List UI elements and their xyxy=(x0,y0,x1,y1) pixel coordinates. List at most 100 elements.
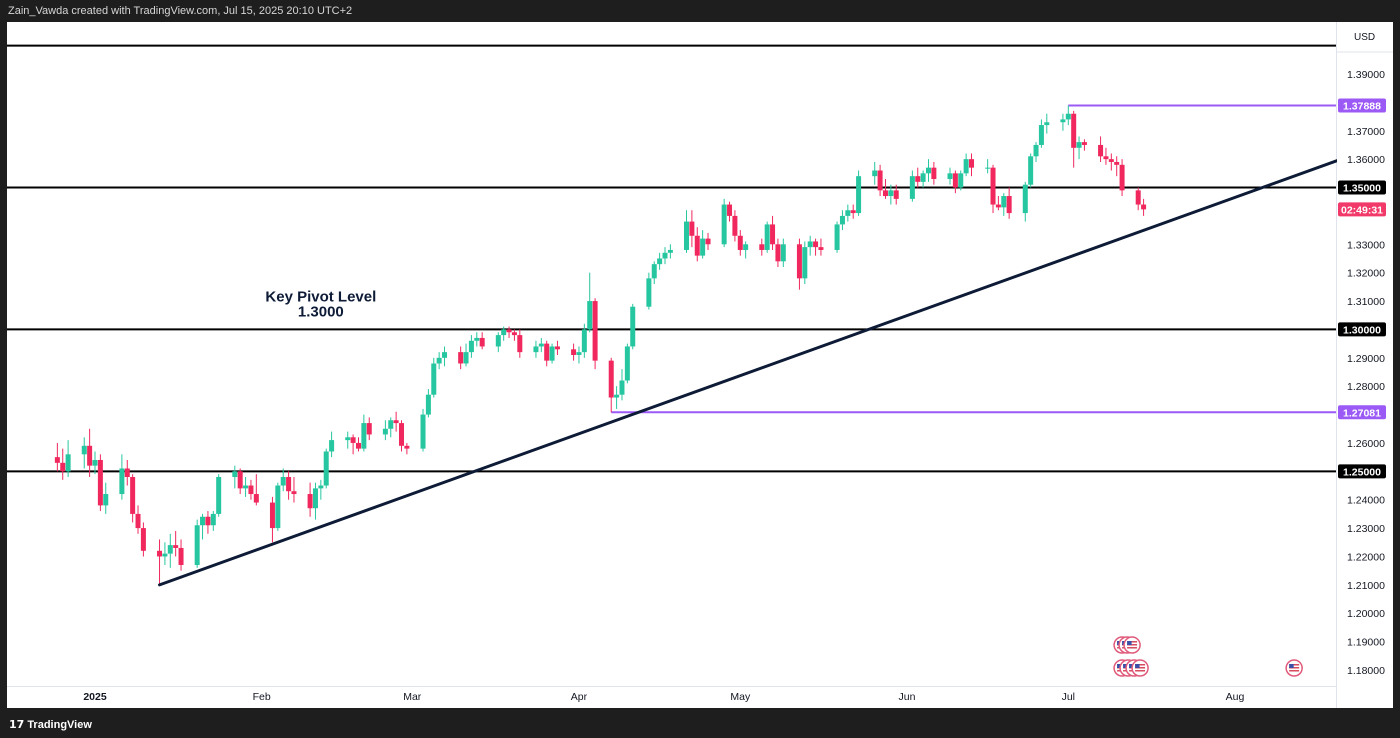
candle-body xyxy=(511,332,517,336)
candle-body xyxy=(624,346,630,381)
candle xyxy=(619,369,625,401)
candle xyxy=(269,496,275,543)
candle xyxy=(243,477,249,497)
candle xyxy=(130,474,136,523)
candle xyxy=(1141,198,1147,216)
candle xyxy=(657,252,663,270)
y-tick-label: 1.22000 xyxy=(1347,551,1385,563)
candle xyxy=(361,414,367,452)
level-price-badge: 1.35000 xyxy=(1343,183,1381,195)
flag-canton xyxy=(1117,664,1122,669)
candle-body xyxy=(592,301,598,361)
candle xyxy=(157,539,163,585)
candle xyxy=(727,201,733,222)
level-price-badge-bg xyxy=(1338,322,1386,337)
plot-background xyxy=(7,22,1336,686)
candle xyxy=(399,420,405,452)
candle-body xyxy=(813,241,819,248)
candle-body xyxy=(544,343,550,361)
flag-stripe xyxy=(1135,667,1146,669)
candle xyxy=(909,170,915,202)
candle xyxy=(275,482,281,531)
candle-body xyxy=(200,516,206,526)
candle xyxy=(1071,110,1077,168)
candle xyxy=(162,542,168,565)
candle-body xyxy=(366,423,372,435)
candle xyxy=(1135,187,1141,211)
candles xyxy=(54,105,1147,585)
candle-body xyxy=(286,477,292,492)
candle-body xyxy=(775,244,781,262)
candle-body xyxy=(237,471,243,489)
candle xyxy=(667,244,673,259)
y-tick-label: 1.33000 xyxy=(1347,239,1385,251)
candle-body xyxy=(1065,113,1071,120)
candle xyxy=(431,357,437,398)
candle xyxy=(463,343,469,367)
candle-body xyxy=(995,204,1001,208)
candle xyxy=(388,417,394,438)
candle-body xyxy=(323,451,329,486)
candle xyxy=(796,238,802,290)
candle xyxy=(1006,187,1012,219)
countdown-badge-bg xyxy=(1338,202,1386,217)
candle xyxy=(969,153,975,177)
candle-body xyxy=(194,525,200,565)
candle-body xyxy=(770,224,776,245)
currency-label: USD xyxy=(1354,32,1375,43)
candle-body xyxy=(345,437,351,441)
candle-body xyxy=(882,190,888,197)
x-tick-label: Jun xyxy=(899,691,916,703)
candle-body xyxy=(291,491,297,495)
candle-body xyxy=(931,167,937,180)
candle-body xyxy=(721,204,727,245)
candle xyxy=(770,215,776,250)
candle-body xyxy=(888,190,894,197)
candle xyxy=(947,167,953,185)
candle-body xyxy=(856,176,862,214)
candle-body xyxy=(581,329,587,353)
flag-canton xyxy=(1135,664,1140,669)
candle-body xyxy=(329,440,335,452)
x-tick-label: Aug xyxy=(1226,691,1245,703)
candle-body xyxy=(130,477,136,514)
candle-body xyxy=(576,352,582,355)
candle-body xyxy=(732,215,738,236)
candle xyxy=(592,298,598,370)
tradingview-brand[interactable]: 𝟭𝟳 TradingView xyxy=(9,718,92,731)
candle-body xyxy=(705,238,711,245)
candle xyxy=(850,204,856,219)
candle xyxy=(952,170,958,194)
candle xyxy=(87,428,93,478)
candle-body xyxy=(764,224,770,250)
us-flag-event-icon xyxy=(1123,636,1141,654)
candle-body xyxy=(140,528,146,551)
candle xyxy=(1108,153,1114,171)
candle xyxy=(700,230,706,259)
candle xyxy=(65,440,71,478)
chart-frame: Key Pivot Level 1.3000 USD 1.39000 1.37000 1… xyxy=(7,22,1398,708)
candle-body xyxy=(173,545,179,548)
candle xyxy=(581,323,587,358)
y-tick-label: 1.39000 xyxy=(1347,69,1385,81)
candle xyxy=(872,161,878,185)
countdown-badge: 02:49:31 xyxy=(1341,204,1383,216)
candle xyxy=(737,230,743,256)
candle-body xyxy=(87,445,93,466)
candle-body xyxy=(796,244,802,279)
flag-stripe xyxy=(1135,670,1146,672)
candle-body xyxy=(404,445,410,449)
candle xyxy=(1022,181,1028,222)
candle-body xyxy=(97,459,103,506)
top-attribution-bar: Zain_Vawda created with TradingView.com,… xyxy=(0,0,1400,22)
candle xyxy=(248,479,254,500)
flag-stripe xyxy=(1289,664,1300,666)
candle xyxy=(382,420,388,441)
y-tick-label: 1.36000 xyxy=(1347,154,1385,166)
candle-body xyxy=(920,173,926,182)
candle xyxy=(818,238,824,256)
candle-body xyxy=(103,494,109,506)
flag-canton xyxy=(1129,664,1134,669)
y-tick-label: 1.26000 xyxy=(1347,438,1385,450)
